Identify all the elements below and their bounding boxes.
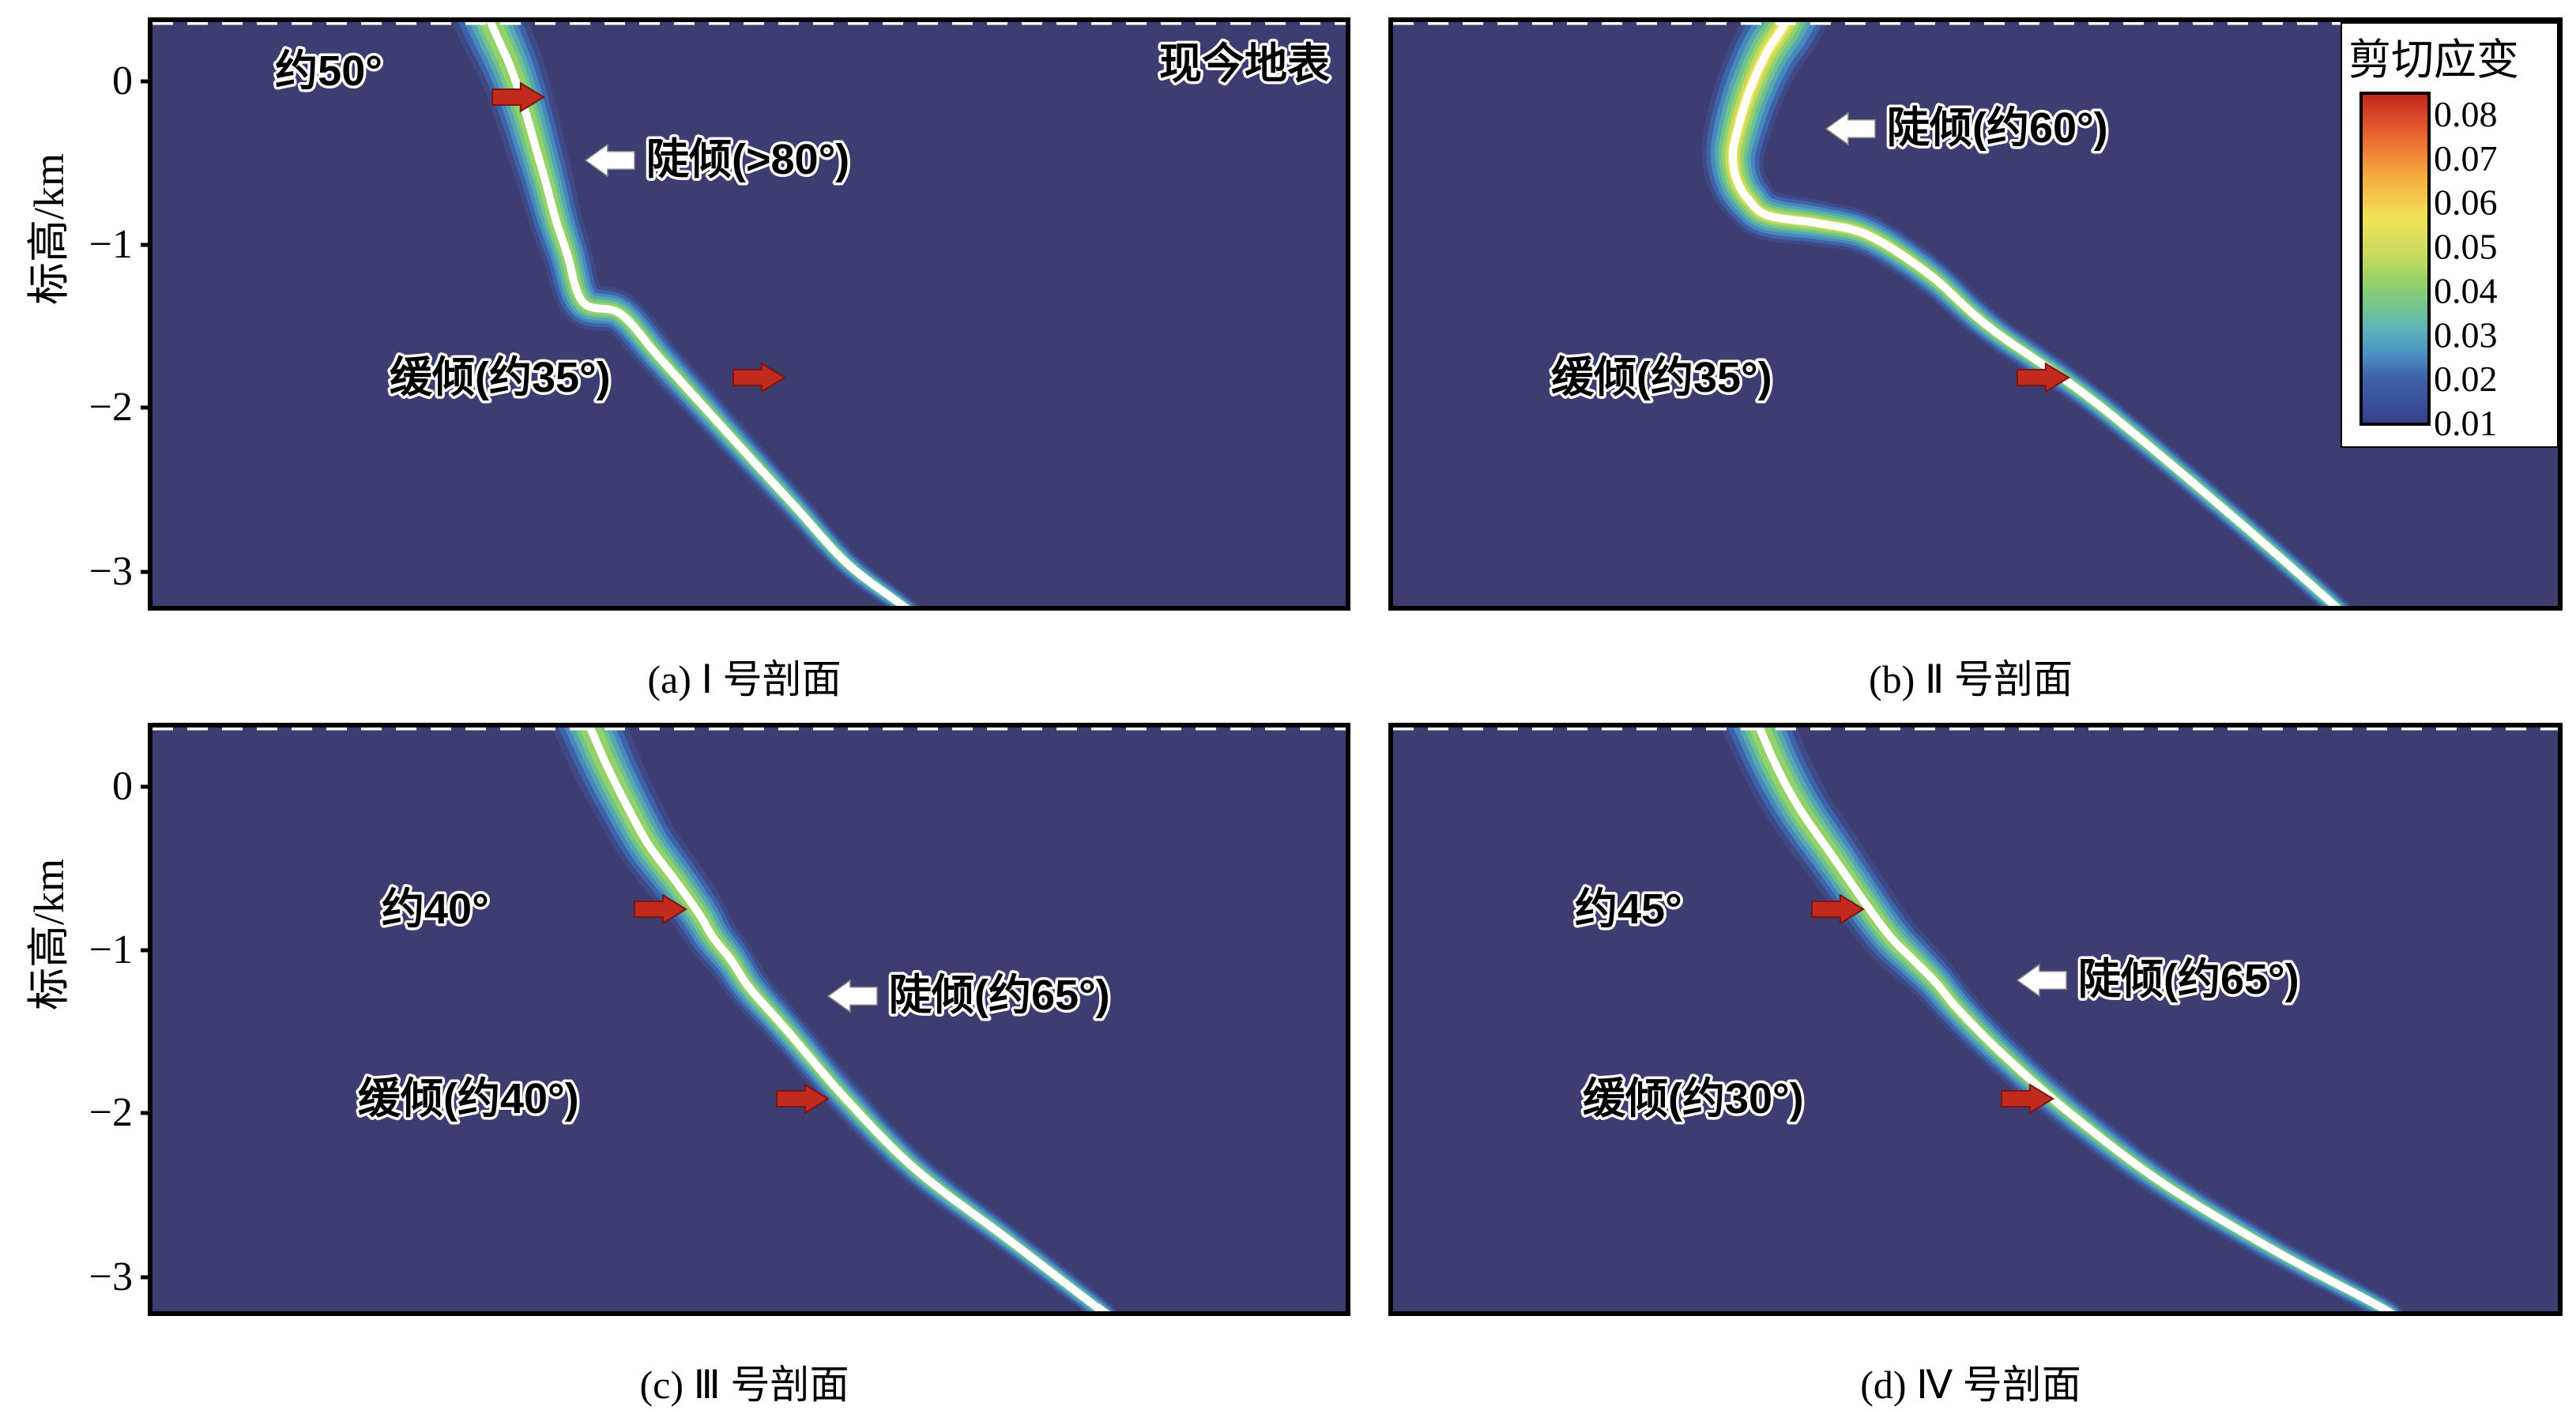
svg-text:约45°: 约45° [1575,885,1682,933]
svg-text:−3: −3 [89,549,133,594]
svg-text:0.03: 0.03 [2434,314,2498,355]
svg-text:0.05: 0.05 [2434,227,2498,267]
svg-text:−1: −1 [89,927,133,972]
svg-text:−2: −2 [89,385,133,430]
svg-text:−1: −1 [89,222,133,267]
svg-text:0.01: 0.01 [2434,403,2498,443]
svg-text:0.07: 0.07 [2434,138,2498,179]
svg-text:0: 0 [112,764,133,809]
svg-text:缓倾(约30°): 缓倾(约30°) [1583,1075,1804,1122]
svg-text:0.06: 0.06 [2434,182,2498,223]
svg-text:−3: −3 [89,1254,133,1299]
svg-text:0.08: 0.08 [2434,94,2498,134]
svg-text:陡倾(约60°): 陡倾(约60°) [1887,104,2108,152]
svg-text:0.02: 0.02 [2434,359,2498,399]
svg-text:剪切应变: 剪切应变 [2348,36,2519,84]
svg-text:−2: −2 [89,1090,133,1135]
svg-text:0.04: 0.04 [2434,270,2498,310]
svg-text:0: 0 [112,58,133,103]
svg-text:陡倾(约65°): 陡倾(约65°) [2078,956,2299,1003]
svg-text:缓倾(约35°): 缓倾(约35°) [1551,354,1772,401]
